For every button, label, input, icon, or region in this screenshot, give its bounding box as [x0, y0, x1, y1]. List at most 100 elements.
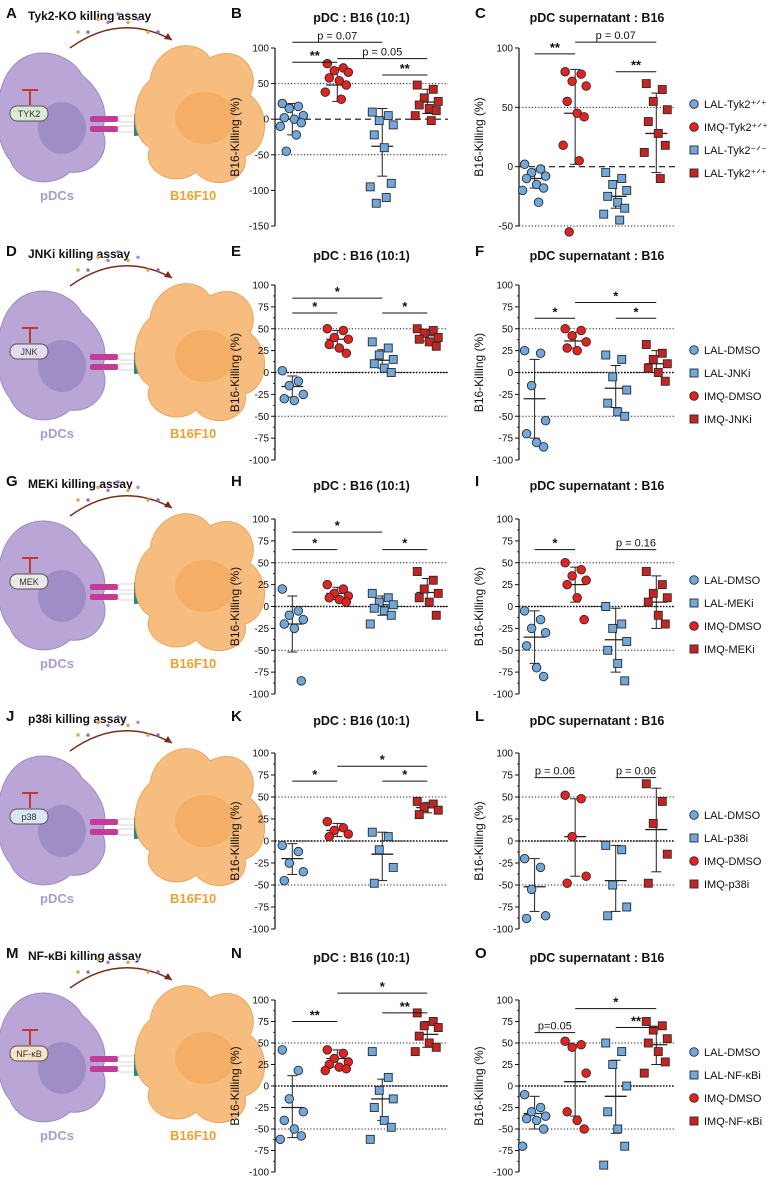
data-point [517, 185, 528, 196]
data-point [526, 623, 537, 634]
data-point [601, 350, 611, 360]
significance-label: p = 0.06 [535, 766, 575, 778]
data-point [428, 799, 438, 809]
data-point [320, 1065, 331, 1076]
data-point [540, 415, 551, 426]
data-point [367, 337, 377, 347]
data-point [641, 567, 651, 576]
data-point [639, 147, 649, 157]
y-tick-label: 75 [502, 1017, 514, 1028]
legend-marker [689, 833, 699, 843]
y-axis-label: B16-Killing (%) [472, 567, 486, 646]
schematic-title: MEKi killing assay [28, 477, 133, 491]
data-point [521, 429, 532, 439]
receptor-link [117, 1065, 137, 1073]
schematic-title: JNKi killing assay [28, 247, 130, 261]
receptor-link [117, 1055, 137, 1063]
data-point [365, 182, 375, 192]
cytokine-dot [126, 960, 130, 965]
chart-title: pDC supernatant : B16 [530, 479, 665, 493]
data-point [560, 1036, 570, 1047]
data-point [298, 867, 309, 877]
y-axis-label: B16-Killing (%) [472, 1046, 486, 1125]
b16-nucleus [175, 330, 235, 382]
y-tick-label: -75 [255, 434, 270, 445]
data-point [662, 1034, 672, 1044]
y-tick-label: -100 [493, 690, 513, 701]
secretion-arrow [69, 27, 173, 49]
y-tick-label: 50 [502, 103, 514, 114]
data-point [653, 610, 663, 620]
data-point [419, 328, 429, 338]
data-point [538, 183, 549, 193]
legend-marker [689, 621, 699, 631]
y-tick-label: 50 [502, 324, 514, 335]
legend-label: IMQ-NF-κBi [704, 1116, 762, 1128]
cytokine-dot [116, 250, 120, 254]
data-point [371, 198, 381, 208]
pathway-badge [9, 808, 49, 825]
data-point [521, 913, 532, 924]
cytokine-dot [96, 255, 100, 259]
data-point [383, 593, 393, 603]
data-point [414, 334, 424, 344]
y-tick-label: 75 [502, 302, 514, 313]
data-point [388, 600, 398, 610]
secretion-arrow [69, 730, 173, 752]
data-point [293, 846, 304, 857]
pdc-label: pDCs [40, 1128, 74, 1143]
data-point [641, 779, 651, 789]
y-tick-label: 100 [252, 996, 269, 1007]
data-point [599, 209, 609, 219]
legend-label: LAL-Tyk2⁺ᐟ⁺ [704, 99, 767, 111]
y-tick-label: 50 [502, 793, 514, 804]
significance-label: p=0.05 [538, 1021, 572, 1033]
y-tick-label: -100 [249, 1168, 269, 1179]
data-point [338, 325, 349, 336]
data-point [296, 676, 307, 686]
significance-label: * [633, 304, 639, 319]
data-point [533, 197, 544, 208]
data-point [275, 121, 286, 132]
legend: LAL-DMSO LAL-JNKi IMQ-DMSO IMQ-JNKi [689, 345, 762, 426]
data-point [660, 140, 670, 150]
data-point [653, 1047, 663, 1057]
cytokine-dot [106, 20, 110, 25]
data-point [433, 588, 443, 598]
data-point [657, 796, 667, 806]
data-point [615, 215, 625, 225]
data-point [572, 593, 582, 603]
significance-label: * [402, 536, 408, 551]
y-tick-label: 25 [502, 346, 514, 357]
legend-marker [689, 1116, 699, 1126]
cytokine-dot [96, 485, 100, 489]
cytokine-dot [106, 723, 110, 728]
data-point [601, 1038, 611, 1048]
data-point [643, 1038, 653, 1048]
data-point [369, 603, 379, 613]
y-tick-label: -25 [499, 1103, 514, 1114]
data-point [558, 140, 568, 151]
receptor-link [117, 125, 137, 133]
data-point [374, 1085, 384, 1095]
data-point [284, 1094, 295, 1104]
data-point [383, 111, 393, 121]
b16-nucleus [175, 795, 235, 847]
panel-letter: I [475, 473, 479, 490]
pathway-badge-label: p38 [21, 812, 36, 822]
y-tick-label: -100 [249, 925, 269, 936]
data-point [608, 372, 618, 382]
data-point [660, 619, 670, 629]
data-point [324, 73, 335, 83]
data-point [341, 80, 352, 90]
legend-label: LAL-DMSO [704, 1047, 761, 1059]
data-point [320, 87, 331, 97]
data-point [639, 1068, 649, 1078]
data-point [431, 1042, 441, 1052]
y-tick-label: -50 [255, 646, 270, 657]
data-point [289, 623, 300, 634]
